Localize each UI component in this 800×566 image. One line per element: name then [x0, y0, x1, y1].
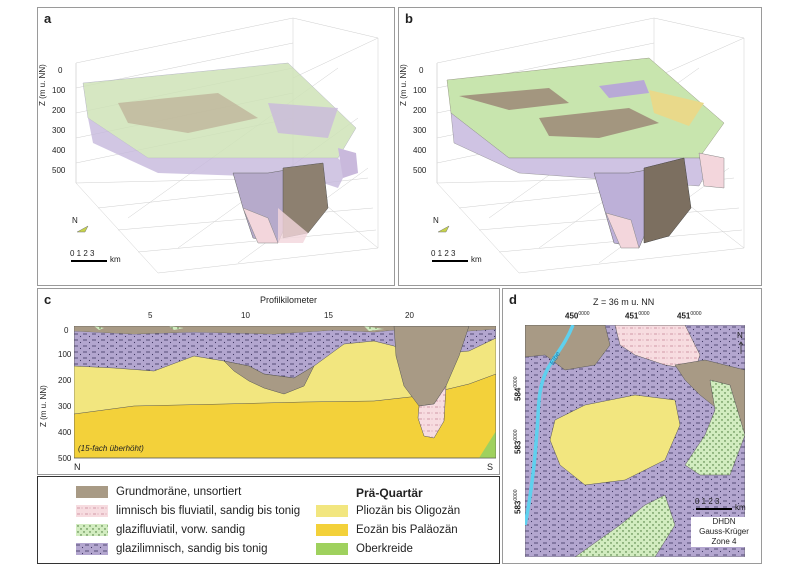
easting-label: 4510000 — [625, 311, 650, 321]
scale-bar — [696, 508, 732, 510]
panel-label: c — [44, 292, 52, 307]
z-tick: 100 — [413, 86, 427, 95]
north-label: N — [72, 216, 78, 225]
legend-label: Oberkreide — [356, 543, 413, 555]
block-diagram-3d — [75, 17, 379, 274]
legend-item: Eozän bis Paläozän — [316, 524, 458, 536]
legend-item: glazifluviatil, vorw. sandig — [76, 524, 245, 536]
block-diagram-3d — [436, 17, 745, 274]
panel-label: b — [405, 11, 413, 26]
scale-bar-ticks: 0 1 2 3 — [431, 249, 456, 258]
legend-label: Pliozän bis Oligozän — [356, 505, 461, 517]
z-tick: 300 — [52, 126, 66, 135]
legend-swatch — [76, 486, 108, 498]
y-tick: 300 — [58, 402, 72, 411]
legend-swatch — [76, 505, 108, 517]
crs-line: Zone 4 — [711, 537, 737, 546]
y-tick: 0 — [64, 326, 69, 335]
legend-swatch — [76, 524, 108, 536]
y-tick: 100 — [58, 350, 72, 359]
z-tick: 200 — [52, 106, 66, 115]
z-tick: 500 — [52, 166, 66, 175]
z-axis-label: Z (m u. NN) — [38, 64, 47, 106]
x-tick: 20 — [405, 311, 414, 320]
legend-item: limnisch bis fluviatil, sandig bis tonig — [76, 505, 300, 517]
crs-line: DHDN — [712, 517, 736, 526]
legend-label: limnisch bis fluviatil, sandig bis tonig — [116, 505, 301, 517]
z-tick: 100 — [52, 86, 66, 95]
x-tick: 10 — [241, 311, 250, 320]
z-tick: 0 — [58, 66, 63, 75]
north-label: N — [433, 216, 439, 225]
scale-bar — [71, 260, 107, 262]
x-tick: 5 — [148, 311, 153, 320]
coordinate-system-box: DHDN Gauss-Krüger Zone 4 — [691, 517, 757, 547]
north-arrow-icon — [738, 341, 744, 354]
legend-item: Grundmoräne, unsortiert — [76, 486, 241, 498]
scale-bar-unit: km — [110, 255, 121, 264]
profile-end-south: S — [487, 462, 494, 472]
legend-label: glazifluviatil, vorw. sandig — [116, 524, 246, 536]
y-tick: 500 — [58, 454, 72, 463]
z-axis-label: Z (m u. NN) — [39, 385, 48, 427]
z-axis-label: Z (m u. NN) — [399, 64, 408, 106]
north-arrow-icon — [437, 225, 450, 233]
northing-label: 5830000 — [513, 489, 523, 514]
x-tick: 15 — [324, 311, 333, 320]
easting-label: 4500000 — [565, 311, 590, 321]
northing-label: 5830000 — [513, 429, 523, 454]
panel-b: b Z (m u. NN) 0 100 200 300 400 500 N 0 … — [398, 7, 762, 286]
scale-bar-ticks: 0 1 2 3 — [70, 249, 95, 258]
legend-item: Pliozän bis Oligozän — [316, 505, 460, 517]
legend-swatch — [316, 505, 348, 517]
legend-label: Eozän bis Paläozän — [356, 524, 458, 536]
z-tick: 400 — [52, 146, 66, 155]
profile-axis-title: Profilkilometer — [260, 295, 318, 305]
y-tick: 400 — [58, 428, 72, 437]
north-arrow-icon — [76, 225, 89, 233]
legend-item: Oberkreide — [316, 543, 413, 555]
depth-slice-map — [525, 325, 745, 557]
panel-a: a Z (m u. NN) 0 100 200 300 400 500 N 0 … — [37, 7, 395, 286]
scale-bar-ticks: 0 1 2 3 — [695, 497, 720, 506]
northing-label: 5840000 — [513, 376, 523, 401]
profile-end-north: N — [74, 462, 81, 472]
z-tick: 400 — [413, 146, 427, 155]
z-tick: 300 — [413, 126, 427, 135]
geological-cross-section — [74, 326, 496, 459]
z-tick: 200 — [413, 106, 427, 115]
legend-label: Grundmoräne, unsortiert — [116, 486, 242, 498]
legend-heading: Prä-Quartär — [356, 486, 423, 500]
scale-bar — [432, 260, 468, 262]
legend-swatch — [316, 524, 348, 536]
scale-bar-unit: km — [471, 255, 482, 264]
legend-swatch — [316, 543, 348, 555]
z-tick: 0 — [419, 66, 424, 75]
map-depth-title: Z = 36 m u. NN — [593, 297, 655, 307]
panel-label: d — [509, 292, 517, 307]
panel-c: c Profilkilometer 5 10 15 20 Z (m u. NN)… — [37, 288, 500, 475]
y-tick: 200 — [58, 376, 72, 385]
exaggeration-note: (15-fach überhöht) — [78, 444, 144, 453]
panel-label: a — [44, 11, 52, 26]
north-label: N — [737, 331, 743, 340]
legend-label: glazilimnisch, sandig bis tonig — [116, 543, 268, 555]
z-tick: 500 — [413, 166, 427, 175]
scale-bar-unit: km — [735, 503, 746, 512]
legend-swatch — [76, 543, 108, 555]
easting-label: 4510000 — [677, 311, 702, 321]
panel-d: d Z = 36 m u. NN 4500000 4510000 4510000… — [502, 288, 762, 564]
legend: Grundmoräne, unsortiert limnisch bis flu… — [37, 476, 500, 564]
legend-item: glazilimnisch, sandig bis tonig — [76, 543, 268, 555]
crs-line: Gauss-Krüger — [699, 527, 749, 536]
